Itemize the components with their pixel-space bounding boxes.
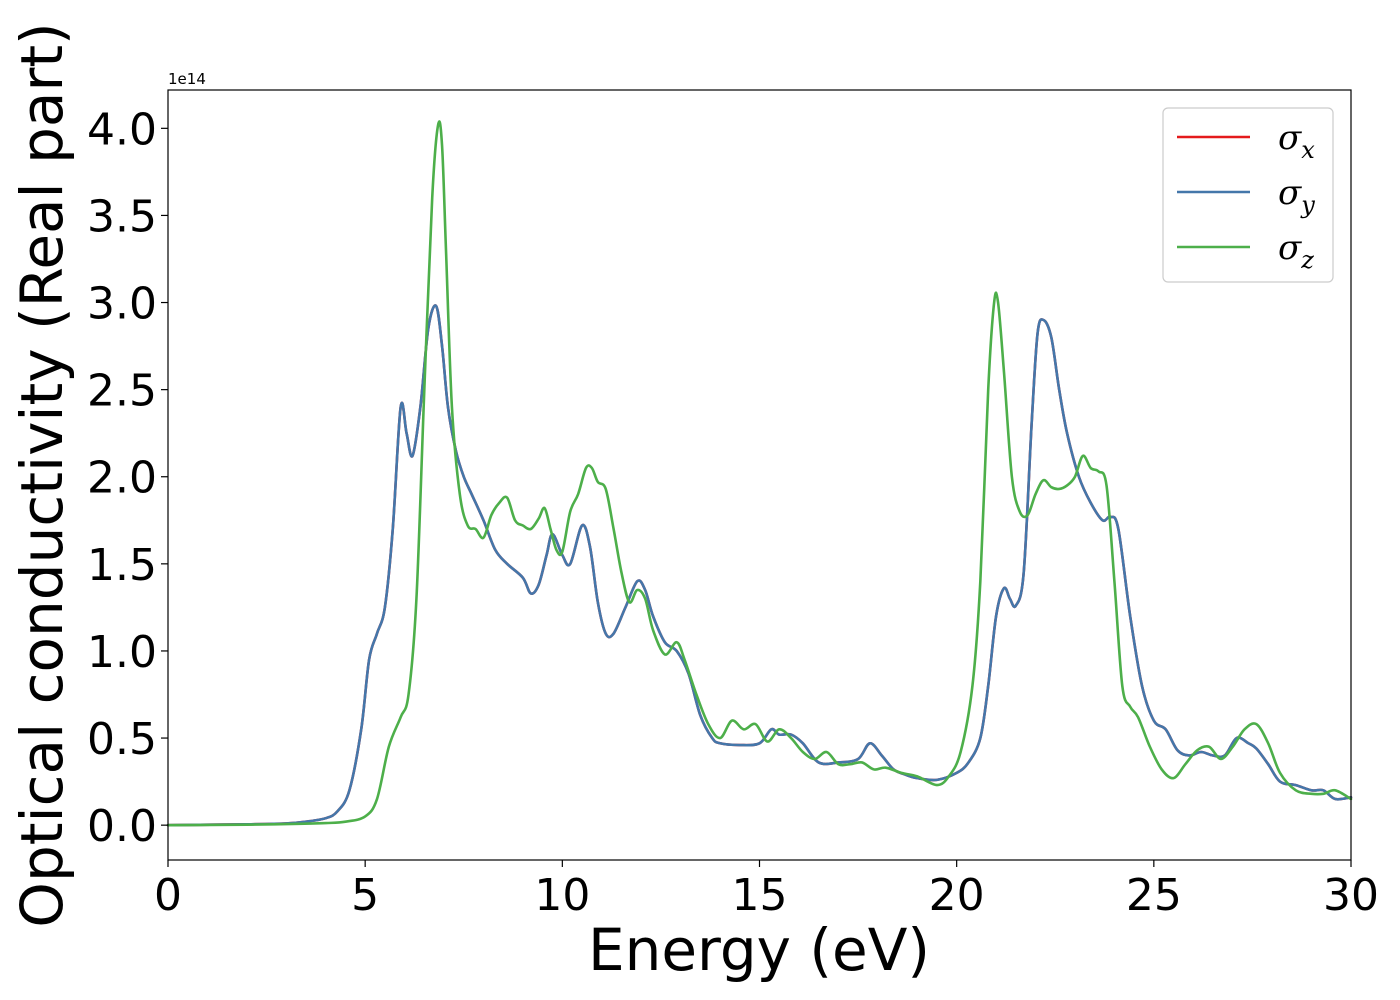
- y-offset-label: 1e14: [168, 70, 206, 88]
- series-line-z: [166, 120, 1353, 827]
- y-tick-label: 0.5: [87, 714, 157, 765]
- x-tick-label: 30: [1323, 870, 1379, 921]
- y-tick-label: 2.0: [87, 453, 157, 504]
- x-tick-label: 15: [732, 870, 788, 921]
- y-tick-label: 3.0: [87, 279, 157, 330]
- x-tick-label: 0: [154, 870, 182, 921]
- x-tick-label: 5: [351, 870, 379, 921]
- series-layer: [166, 120, 1353, 827]
- y-tick-label: 1.0: [87, 627, 157, 678]
- x-axis-label: Energy (eV): [588, 916, 930, 984]
- y-tick-label: 1.5: [87, 540, 157, 591]
- y-axis-label: Optical conductivity (Real part): [8, 22, 76, 927]
- series-line-x: [166, 304, 1353, 827]
- series-line-y: [166, 304, 1353, 827]
- x-tick-label: 20: [929, 870, 985, 921]
- x-axis: 0 5 10 15 20 25 30: [154, 860, 1379, 921]
- y-tick-label: 0.0: [87, 801, 157, 852]
- y-tick-label: 3.5: [87, 191, 157, 242]
- y-tick-label: 4.0: [87, 104, 157, 155]
- x-tick-label: 25: [1126, 870, 1182, 921]
- y-axis: 0.0 0.5 1.0 1.5 2.0 2.5 3.0 3.5 4.0: [87, 104, 168, 852]
- legend-box: [1162, 107, 1334, 283]
- x-tick-label: 10: [534, 870, 590, 921]
- y-tick-label: 2.5: [87, 366, 157, 417]
